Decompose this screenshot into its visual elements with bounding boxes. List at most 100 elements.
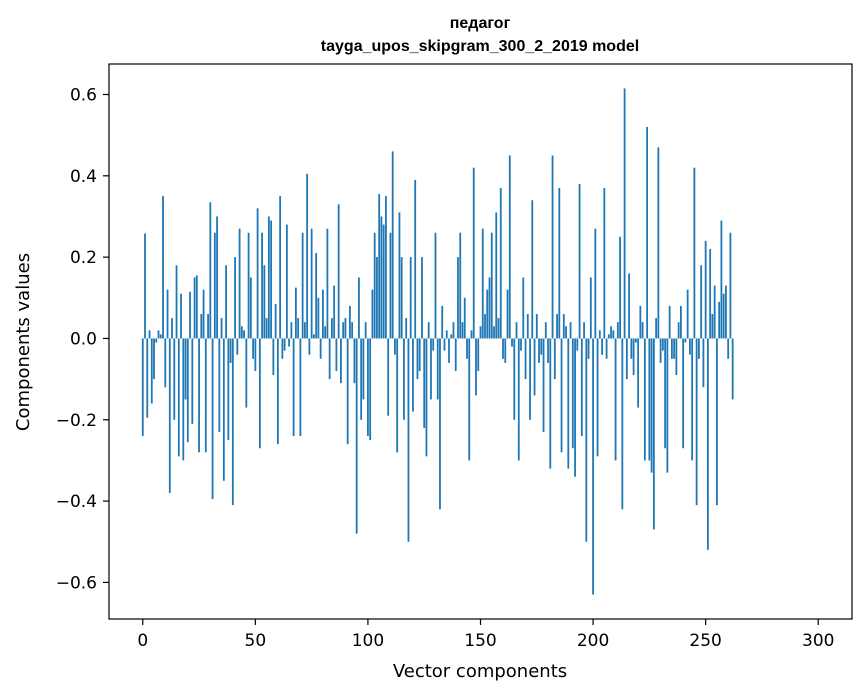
y-tick-label: 0.4 — [70, 167, 97, 187]
x-axis-ticks: 0 50 100 150 200 250 300 — [137, 619, 834, 651]
bar — [513, 338, 516, 420]
bar — [702, 338, 705, 388]
bar — [220, 318, 223, 339]
bar — [303, 322, 306, 339]
bar — [270, 220, 273, 339]
bar — [648, 338, 651, 461]
bar — [360, 338, 363, 420]
bar — [664, 338, 667, 449]
bar — [709, 249, 712, 339]
bar — [632, 338, 635, 376]
bar — [328, 338, 331, 380]
bar — [587, 338, 590, 359]
bar — [166, 289, 169, 339]
bar — [675, 338, 678, 376]
bar — [454, 338, 457, 371]
y-axis-ticks: −0.6 −0.4 −0.2 0.0 0.2 0.4 0.6 — [56, 85, 109, 593]
bar — [218, 338, 221, 432]
bar — [171, 318, 173, 339]
bar — [621, 338, 624, 510]
bar — [610, 326, 612, 339]
bar — [252, 338, 254, 359]
bar — [499, 188, 502, 339]
bar — [495, 212, 498, 339]
bar — [405, 318, 408, 339]
bar — [418, 338, 421, 371]
bar — [475, 338, 477, 396]
bar — [711, 314, 714, 339]
bars-group — [141, 88, 734, 595]
bar — [306, 173, 309, 339]
bar — [531, 200, 534, 339]
bar — [547, 338, 549, 363]
bar — [623, 88, 626, 339]
x-tick-label: 250 — [689, 631, 721, 651]
bar — [488, 277, 491, 339]
bar — [508, 155, 511, 339]
bar — [281, 338, 284, 359]
bar — [326, 228, 329, 339]
bar — [141, 338, 144, 437]
bar — [391, 151, 394, 339]
bar — [470, 330, 473, 339]
bar — [344, 318, 347, 339]
bar — [297, 318, 300, 339]
y-tick-label: −0.4 — [56, 492, 97, 512]
bar — [382, 224, 385, 339]
bar — [727, 338, 730, 359]
bar — [387, 338, 390, 416]
x-tick-label: 200 — [577, 631, 609, 651]
bar — [380, 216, 383, 339]
bar — [337, 204, 340, 339]
bar — [605, 338, 608, 359]
bar — [646, 127, 649, 339]
bar — [725, 285, 727, 339]
bar — [578, 183, 581, 339]
bar — [430, 338, 432, 400]
bar — [704, 240, 707, 339]
bar — [175, 265, 178, 339]
chart-title-line2: tayga_upos_skipgram_300_2_2019 model — [321, 38, 639, 55]
bar — [229, 338, 232, 363]
bar — [434, 232, 437, 339]
bar — [290, 322, 293, 339]
bar — [589, 277, 592, 339]
bar — [450, 334, 453, 339]
bar — [549, 338, 552, 469]
bar — [346, 338, 349, 445]
bar — [569, 322, 572, 339]
bar — [254, 338, 257, 371]
bar — [173, 338, 176, 420]
bar — [585, 338, 588, 542]
bar — [524, 338, 527, 380]
bar — [657, 147, 660, 339]
x-tick-label: 150 — [464, 631, 496, 651]
bar — [479, 326, 482, 339]
bar — [256, 208, 259, 339]
bar — [400, 257, 403, 339]
bar — [299, 338, 302, 437]
bar — [362, 338, 365, 400]
bar — [529, 338, 531, 420]
bar — [700, 265, 703, 339]
bar — [396, 338, 399, 453]
plot-frame — [108, 63, 853, 620]
bar — [567, 338, 570, 469]
bar — [146, 338, 149, 418]
bar — [211, 338, 214, 500]
bar — [520, 338, 522, 351]
x-tick-label: 0 — [137, 631, 148, 651]
bar — [238, 228, 241, 339]
bar — [394, 338, 396, 355]
bar — [684, 338, 687, 343]
bar — [463, 297, 466, 339]
bar — [261, 232, 263, 339]
bar — [308, 338, 311, 355]
y-tick-label: 0.0 — [70, 329, 97, 349]
bar — [490, 232, 493, 339]
bar — [258, 338, 261, 449]
bar — [182, 338, 185, 461]
bar — [351, 322, 354, 339]
bar — [331, 318, 333, 339]
bar — [677, 322, 680, 339]
